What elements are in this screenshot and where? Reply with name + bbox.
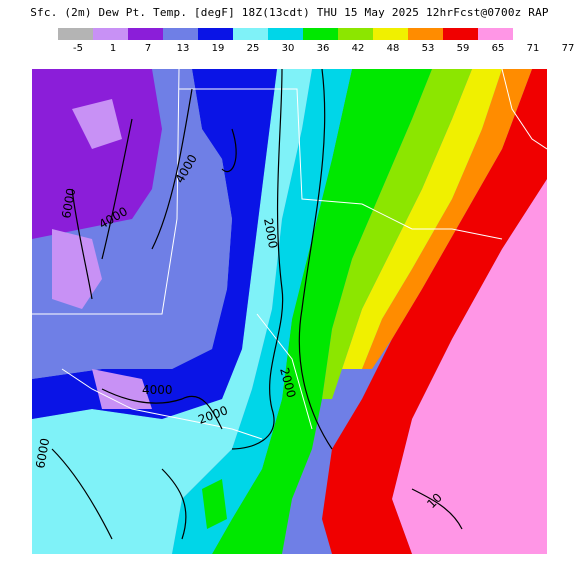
color-swatch xyxy=(93,28,128,40)
color-swatch xyxy=(408,28,443,40)
color-swatch xyxy=(478,28,513,40)
color-scale-ticks: -5 1 7 13 19 25 30 36 42 48 53 59 65 71 77 xyxy=(58,43,574,57)
region-30-36 xyxy=(172,69,352,554)
contour-label: 6000 xyxy=(59,187,78,220)
region-65-71 xyxy=(392,69,547,554)
color-swatch xyxy=(268,28,303,40)
region-25-30 xyxy=(32,69,312,554)
color-scale-tick-label: 36 xyxy=(316,43,330,54)
color-scale-tick-label: 59 xyxy=(456,43,470,54)
color-scale-tick-label: 1 xyxy=(109,43,117,54)
color-swatch xyxy=(233,28,268,40)
contour-label: 6000 xyxy=(33,437,52,470)
dewpoint-map: 2000 2000 2000 4000 4000 4000 6000 6000 … xyxy=(32,69,547,554)
region-19-25 xyxy=(32,69,277,419)
color-scale-tick-label: 42 xyxy=(351,43,365,54)
region-59-65 xyxy=(322,69,547,554)
color-scale-tick-label: 53 xyxy=(421,43,435,54)
color-scale-tick-label: 71 xyxy=(526,43,540,54)
color-scale-bar xyxy=(58,28,513,40)
region-1-7 xyxy=(52,229,102,309)
color-scale-tick-label: 19 xyxy=(211,43,225,54)
height-contours xyxy=(51,69,463,540)
color-scale-tick-label: 7 xyxy=(144,43,152,54)
region-7-13 xyxy=(32,69,162,239)
color-scale-tick-label: -5 xyxy=(73,43,83,54)
color-swatch xyxy=(443,28,478,40)
color-scale-tick-label: 65 xyxy=(491,43,505,54)
color-scale-tick-label: 25 xyxy=(246,43,260,54)
color-swatch xyxy=(163,28,198,40)
color-swatch xyxy=(198,28,233,40)
color-swatch xyxy=(128,28,163,40)
region-36-42-sw xyxy=(202,479,227,529)
color-scale-tick-label: 13 xyxy=(176,43,190,54)
color-scale-tick-label: 30 xyxy=(281,43,295,54)
map-title: Sfc. (2m) Dew Pt. Temp. [degF] 18Z(13cdt… xyxy=(30,6,549,19)
color-scale-tick-label: 48 xyxy=(386,43,400,54)
color-swatch xyxy=(58,28,93,40)
region-1-7-c xyxy=(92,369,152,409)
region-48-53 xyxy=(342,69,502,369)
region-36-42 xyxy=(212,69,432,554)
contour-label: 4000 xyxy=(142,383,173,397)
color-swatch xyxy=(373,28,408,40)
region-53-59 xyxy=(362,69,532,369)
region-1-7-b xyxy=(72,99,122,149)
color-scale-tick-label: 77 xyxy=(561,43,575,54)
color-swatch xyxy=(303,28,338,40)
state-boundaries xyxy=(32,69,547,440)
contour-label: 2000 xyxy=(261,217,280,250)
region-42-48 xyxy=(322,69,472,399)
map-canvas: 2000 2000 2000 4000 4000 4000 6000 6000 … xyxy=(32,69,547,554)
color-swatch xyxy=(338,28,373,40)
